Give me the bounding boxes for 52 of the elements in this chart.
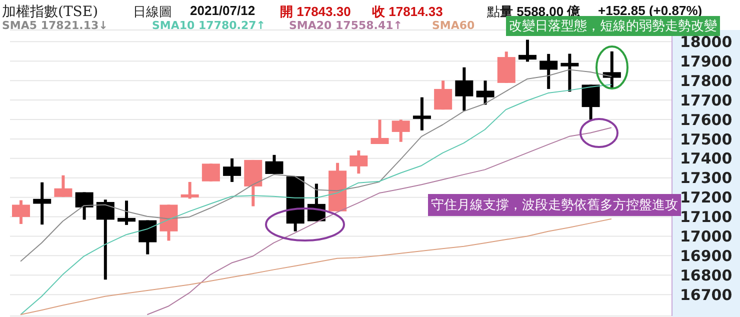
candlestick — [476, 80, 494, 105]
candlestick — [265, 154, 284, 174]
candlestick — [223, 158, 242, 182]
y-tick-label: 17000 — [680, 228, 732, 246]
annotation: 守住月線支撐，波段走勢依舊多方控盤進攻 — [428, 194, 681, 216]
text: 開 17843.30 — [280, 3, 351, 20]
line-series — [20, 218, 612, 316]
candlestick — [96, 200, 114, 280]
candlestick — [370, 120, 389, 144]
y-tick-label: 17500 — [680, 130, 732, 148]
text: SMA5 17821.13↓ — [2, 19, 108, 32]
annotation: 改變日落型態，短線的弱勢走勢改變 — [509, 19, 717, 34]
text: +152.85 (+0.87%) — [598, 3, 702, 18]
candlestick — [12, 200, 30, 224]
chart-title: 加權指數(TSE) — [2, 3, 98, 20]
candlestick — [412, 97, 431, 130]
text: 2021/07/12 — [190, 3, 256, 18]
line-series — [20, 84, 612, 316]
y-tick-label: 17900 — [680, 52, 732, 70]
candlestick — [54, 175, 72, 197]
y-tick-label: 17200 — [680, 188, 732, 207]
y-tick-label: 17800 — [680, 72, 732, 90]
y-tick-label: 17100 — [680, 208, 732, 226]
candlestick — [602, 51, 621, 88]
candlestick — [434, 80, 452, 110]
text: 日線圖 — [133, 3, 172, 20]
candlestick — [582, 84, 600, 120]
candlestick — [540, 54, 558, 89]
y-tick-label: 17600 — [680, 110, 732, 129]
candlestick — [75, 192, 94, 220]
text: SMA20 17558.41↑ — [289, 19, 402, 32]
candlestick — [33, 182, 52, 225]
candlestick — [518, 40, 536, 62]
y-tick-label: 16800 — [680, 266, 732, 284]
y-tick-label: 17300 — [680, 169, 732, 188]
y-tick-label: 16900 — [680, 247, 732, 266]
y-tick-label: 17700 — [680, 91, 732, 110]
text: SMA10 17780.27↑ — [152, 19, 266, 32]
candlestick — [202, 164, 220, 182]
text: SMA60 — [432, 19, 475, 32]
candlestick — [560, 54, 579, 92]
candlestick — [350, 150, 368, 174]
candlestick — [455, 67, 474, 111]
text: 點 — [487, 3, 500, 21]
text: 收 17814.33 — [372, 3, 443, 20]
candlestick — [118, 200, 136, 225]
y-tick-label: 17400 — [680, 150, 732, 168]
candlestick — [180, 182, 199, 199]
y-tick-label: 16700 — [680, 286, 732, 304]
candlestick — [138, 220, 157, 254]
candlestick — [392, 120, 410, 142]
y-tick-label: 18000 — [680, 33, 732, 51]
